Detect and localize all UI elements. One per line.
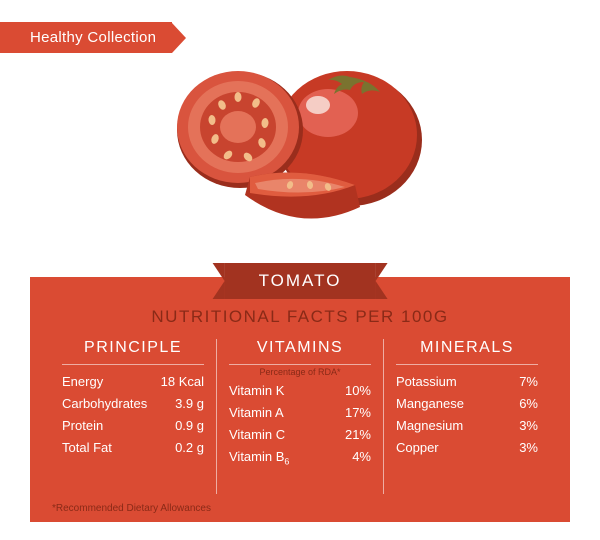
row-value: 6% — [519, 393, 538, 415]
row-label: Protein — [62, 415, 103, 437]
row-label: Vitamin C — [229, 424, 285, 446]
column-header: PRINCIPLE — [62, 339, 204, 365]
table-row: Vitamin B6 4% — [229, 446, 371, 470]
panel-subtitle: NUTRITIONAL FACTS PER 100G — [30, 307, 570, 327]
ribbon-right-notch-icon — [375, 263, 387, 299]
table-row: Carbohydrates 3.9 g — [62, 393, 204, 415]
table-row: Magnesium 3% — [396, 415, 538, 437]
rda-note: Percentage of RDA* — [229, 367, 371, 377]
row-label: Total Fat — [62, 437, 112, 459]
row-value: 4% — [352, 446, 371, 470]
row-value: 17% — [345, 402, 371, 424]
row-label: Vitamin K — [229, 380, 284, 402]
table-row: Vitamin A 17% — [229, 402, 371, 424]
row-label: Potassium — [396, 371, 457, 393]
table-row: Protein 0.9 g — [62, 415, 204, 437]
row-value: 21% — [345, 424, 371, 446]
row-value: 3% — [519, 437, 538, 459]
table-row: Vitamin C 21% — [229, 424, 371, 446]
half-tomato-icon — [177, 71, 303, 188]
row-value: 0.9 g — [175, 415, 204, 437]
nutrition-columns: PRINCIPLE Energy 18 Kcal Carbohydrates 3.9… — [50, 339, 550, 494]
tomato-icon — [150, 35, 450, 245]
row-label: Manganese — [396, 393, 464, 415]
table-row: Manganese 6% — [396, 393, 538, 415]
row-label: Energy — [62, 371, 103, 393]
table-row: Total Fat 0.2 g — [62, 437, 204, 459]
row-value: 10% — [345, 380, 371, 402]
header-label: Healthy Collection — [0, 22, 172, 53]
principle-column: PRINCIPLE Energy 18 Kcal Carbohydrates 3.9… — [50, 339, 216, 494]
table-row: Vitamin K 10% — [229, 380, 371, 402]
row-value: 3% — [519, 415, 538, 437]
row-value: 3.9 g — [175, 393, 204, 415]
table-row: Copper 3% — [396, 437, 538, 459]
row-value: 7% — [519, 371, 538, 393]
row-label: Vitamin B6 — [229, 446, 289, 470]
table-row: Energy 18 Kcal — [62, 371, 204, 393]
tomato-illustration — [150, 35, 450, 245]
column-header: VITAMINS — [229, 339, 371, 365]
row-value: 18 Kcal — [161, 371, 204, 393]
footnote: *Recommended Dietary Allowances — [52, 503, 211, 514]
row-label: Vitamin A — [229, 402, 284, 424]
row-value: 0.2 g — [175, 437, 204, 459]
ribbon-left-notch-icon — [213, 263, 225, 299]
table-row: Potassium 7% — [396, 371, 538, 393]
row-label: Carbohydrates — [62, 393, 147, 415]
column-header: MINERALS — [396, 339, 538, 365]
row-label: Copper — [396, 437, 439, 459]
food-title: TOMATO — [225, 263, 376, 299]
minerals-column: MINERALS Potassium 7% Manganese 6% Magnesi… — [383, 339, 550, 494]
title-ribbon: TOMATO — [213, 263, 388, 299]
vitamins-column: VITAMINS Percentage of RDA* Vitamin K 10%… — [216, 339, 383, 494]
row-label: Magnesium — [396, 415, 463, 437]
nutrition-panel: TOMATO NUTRITIONAL FACTS PER 100G PRINCI… — [30, 277, 570, 522]
